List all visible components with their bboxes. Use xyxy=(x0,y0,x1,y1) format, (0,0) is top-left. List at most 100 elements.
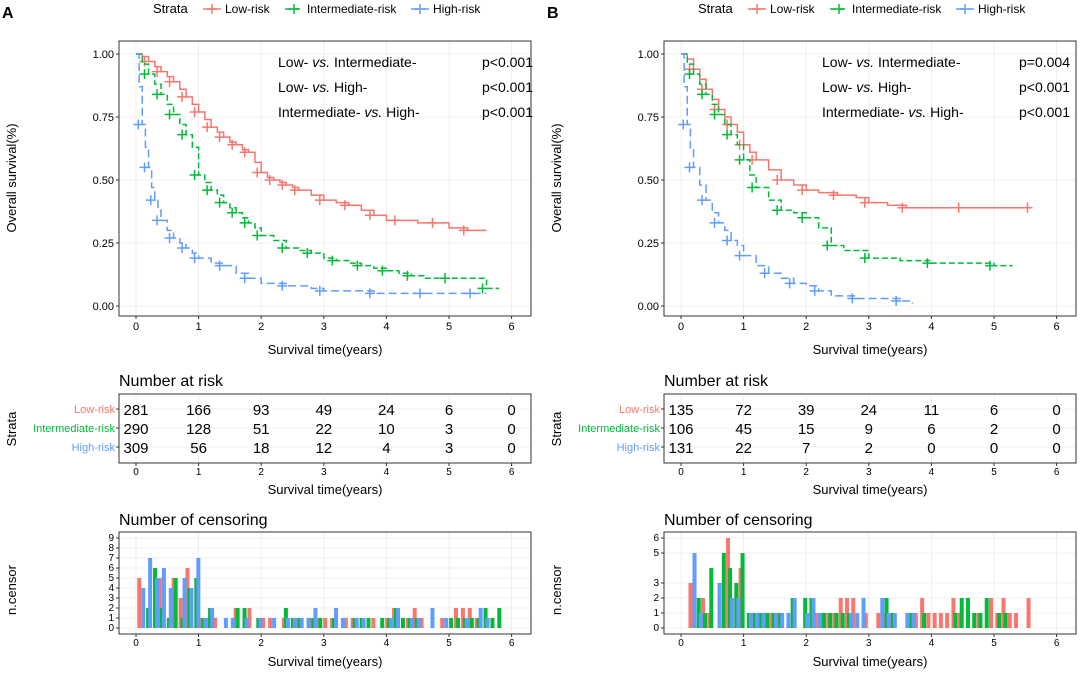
censor-mark xyxy=(239,217,250,228)
censor-title: Number of censoring xyxy=(119,512,268,529)
censor-bar xyxy=(938,613,943,628)
risk-count: 12 xyxy=(315,440,332,457)
censor-mark xyxy=(465,288,476,299)
x-tick-label: 1 xyxy=(196,467,202,478)
censor-bar xyxy=(913,613,918,628)
pvalue-part: vs. xyxy=(856,79,874,95)
legend-label: High-risk xyxy=(433,2,481,16)
censor-bar xyxy=(978,613,983,628)
censor-bar xyxy=(440,618,445,628)
censor-bar xyxy=(792,598,797,628)
pvalue-value: p=0.004 xyxy=(1019,54,1070,70)
censor-mark xyxy=(759,268,770,279)
censor-bar xyxy=(1007,613,1012,628)
censor-bar xyxy=(318,618,323,628)
risk-count: 24 xyxy=(860,402,877,419)
risk-count: 166 xyxy=(186,402,211,419)
y-tick-label: 4 xyxy=(108,583,114,594)
legend-title: Strata xyxy=(698,1,733,16)
x-tick-label: 5 xyxy=(991,321,997,333)
risk-title: Number at risk xyxy=(664,373,769,390)
x-tick-label: 5 xyxy=(991,467,997,478)
x-axis-label: Survival time(years) xyxy=(813,342,928,357)
x-tick-label: 3 xyxy=(866,467,872,478)
pvalue-comparison: Low- vs. Intermediate- xyxy=(822,54,961,70)
risk-count: 15 xyxy=(798,421,815,438)
x-tick-label: 2 xyxy=(803,321,809,333)
censor-mark xyxy=(202,122,213,133)
y-tick-label: 5 xyxy=(108,573,114,584)
legend-label: Low-risk xyxy=(770,2,816,16)
x-tick-label: 2 xyxy=(258,321,264,333)
x-axis-label: Survival time(years) xyxy=(268,654,383,669)
censor-mark xyxy=(352,260,363,271)
censor-bar xyxy=(196,558,201,628)
x-tick-label: 0 xyxy=(133,467,139,478)
x-tick-label: 3 xyxy=(321,321,327,333)
x-tick-label: 3 xyxy=(321,467,327,478)
x-tick-label: 5 xyxy=(446,467,452,478)
censor-mark xyxy=(133,119,144,130)
censor-bar xyxy=(161,568,166,628)
censor-mark xyxy=(389,215,400,226)
censor-bar xyxy=(1026,598,1031,628)
censor-bar xyxy=(299,618,304,628)
y-tick-label: 1.00 xyxy=(638,49,659,61)
censor-bar xyxy=(932,613,937,628)
censor-mark xyxy=(822,240,833,251)
risk-count: 0 xyxy=(507,421,515,438)
censor-bar xyxy=(926,613,931,628)
censor-mark xyxy=(1022,202,1033,213)
pvalue-part: Intermediate- xyxy=(822,104,908,120)
censor-bar xyxy=(703,613,708,628)
x-tick-label: 4 xyxy=(383,321,389,333)
censor-mark xyxy=(847,293,858,304)
censor-mark xyxy=(922,258,933,269)
censor-mark xyxy=(189,169,200,180)
censor-bar xyxy=(485,618,490,628)
risk-count: 0 xyxy=(507,402,515,419)
censor-mark xyxy=(440,273,450,284)
censor-bar xyxy=(173,578,178,628)
censor-bar xyxy=(692,553,697,628)
x-tick-label: 6 xyxy=(1054,467,1060,478)
pvalue-part: High- xyxy=(330,79,368,95)
censor-bar xyxy=(834,613,839,628)
censor-bar xyxy=(886,613,891,628)
y-axis-label: Overall survival(%) xyxy=(4,123,19,232)
risk-count: 4 xyxy=(382,440,390,457)
censor-bar xyxy=(892,613,897,628)
legend-label: Intermediate-risk xyxy=(852,2,942,16)
pvalue-part: vs. xyxy=(312,54,330,70)
risk-count: 281 xyxy=(123,402,148,419)
legend-key-plus xyxy=(752,4,762,14)
plot-area xyxy=(119,41,531,316)
legend-label: Low-risk xyxy=(225,2,271,16)
censor-bar xyxy=(922,613,927,628)
censor-bar xyxy=(965,598,970,628)
censor-bar xyxy=(861,598,866,628)
censor-bar xyxy=(178,598,183,628)
censor-bar xyxy=(137,578,142,628)
censor-mark xyxy=(897,202,908,213)
censor-bar xyxy=(464,618,469,628)
censor-bar xyxy=(203,618,208,628)
x-tick-label: 5 xyxy=(446,638,452,649)
censor-bar xyxy=(698,613,703,628)
censor-mark xyxy=(145,195,156,206)
censor-mark xyxy=(177,243,188,254)
censor-mark xyxy=(364,288,375,299)
censor-mark xyxy=(302,248,313,259)
censor-y-label: n.censor xyxy=(549,564,564,615)
legend-key-plus xyxy=(207,4,217,14)
censor-mark xyxy=(722,235,733,246)
x-tick-label: 1 xyxy=(741,467,747,478)
censor-bar xyxy=(292,618,297,628)
pvalue-comparison: Low- vs. High- xyxy=(278,79,368,95)
pvalue-part: Low- xyxy=(822,54,856,70)
censor-bar xyxy=(761,613,766,628)
risk-count: 3 xyxy=(445,440,453,457)
y-tick-label: 1 xyxy=(653,608,659,619)
censor-mark xyxy=(684,69,695,80)
